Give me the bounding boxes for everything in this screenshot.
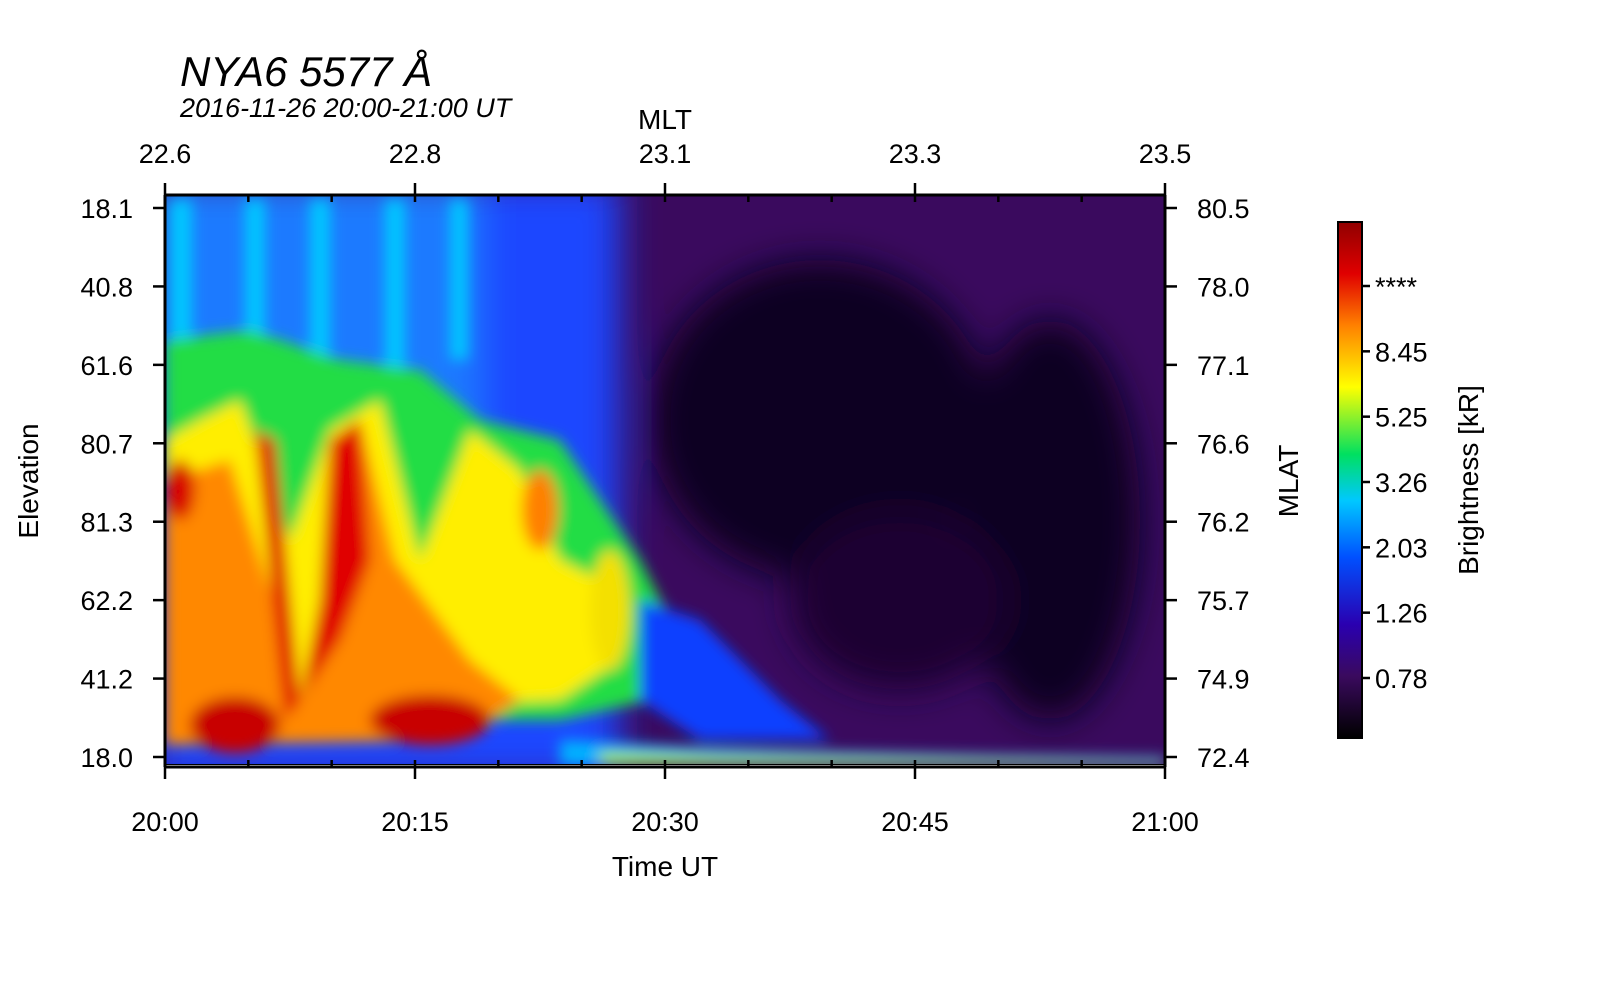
top-tick-label: 23.3 (889, 139, 942, 169)
x-tick-label: 20:00 (131, 807, 199, 837)
y-tick-label: 80.7 (80, 429, 133, 459)
x-axis-ticks: 20:00 20:15 20:30 20:45 21:00 (131, 195, 1199, 837)
y-tick-label: 61.6 (80, 351, 133, 381)
right-tick-label: 76.6 (1197, 429, 1250, 459)
top-tick-label: 22.6 (139, 139, 192, 169)
y-tick-label: 81.3 (80, 508, 133, 538)
colorbar-ticks: **** 8.45 5.25 3.26 2.03 1.26 0.78 (1362, 272, 1428, 694)
top-axis-ticks: 22.6 22.8 23.1 23.3 23.5 (139, 139, 1192, 195)
colorbar-tick-label: 3.26 (1375, 468, 1428, 498)
right-tick-label: 74.9 (1197, 665, 1250, 695)
top-tick-label: 23.1 (639, 139, 692, 169)
keogram-heatmap (165, 195, 1165, 765)
y-tick-label: 18.0 (80, 743, 133, 773)
top-tick-label: 23.5 (1139, 139, 1192, 169)
x-tick-label: 20:15 (381, 807, 449, 837)
x-tick-label: 20:30 (631, 807, 699, 837)
colorbar-tick-label: 1.26 (1375, 599, 1428, 629)
x-tick-label: 20:45 (881, 807, 949, 837)
y-tick-label: 62.2 (80, 586, 133, 616)
y-axis-ticks: 18.1 40.8 61.6 80.7 81.3 62.2 41.2 18.0 (80, 194, 165, 773)
top-tick-label: 22.8 (389, 139, 442, 169)
right-tick-label: 77.1 (1197, 351, 1250, 381)
y-tick-label: 41.2 (80, 665, 133, 695)
y-tick-label: 18.1 (80, 194, 133, 224)
x-tick-label: 21:00 (1131, 807, 1199, 837)
colorbar-tick-label: 0.78 (1375, 664, 1428, 694)
chart-subtitle: 2016-11-26 20:00-21:00 UT (179, 93, 514, 123)
right-tick-label: 76.2 (1197, 508, 1250, 538)
colorbar-tick-label: 8.45 (1375, 337, 1428, 367)
right-tick-label: 75.7 (1197, 586, 1250, 616)
right-axis-ticks: 80.5 78.0 77.1 76.6 76.2 75.7 74.9 72.4 (1165, 194, 1250, 773)
y-axis-label: Elevation (13, 423, 44, 538)
colorbar-tick-label: **** (1375, 272, 1418, 302)
colorbar (1337, 221, 1363, 739)
right-tick-label: 80.5 (1197, 194, 1250, 224)
y-tick-label: 40.8 (80, 272, 133, 302)
top-axis-label: MLT (638, 104, 692, 135)
colorbar-tick-label: 5.25 (1375, 403, 1428, 433)
colorbar-label: Brightness [kR] (1453, 385, 1484, 575)
right-axis-label: MLAT (1273, 445, 1304, 518)
colorbar-tick-label: 2.03 (1375, 533, 1428, 563)
x-axis-label: Time UT (612, 851, 718, 882)
right-tick-label: 78.0 (1197, 272, 1250, 302)
right-tick-label: 72.4 (1197, 743, 1250, 773)
chart-title: NYA6 5577 Å (180, 48, 432, 95)
